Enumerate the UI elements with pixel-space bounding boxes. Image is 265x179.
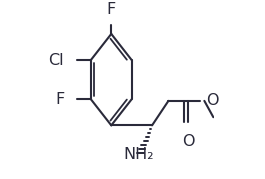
Text: NH₂: NH₂ (124, 147, 154, 162)
Text: F: F (107, 2, 116, 17)
Text: Cl: Cl (48, 53, 64, 67)
Text: O: O (206, 93, 219, 108)
Text: O: O (182, 134, 194, 149)
Text: F: F (55, 92, 64, 107)
